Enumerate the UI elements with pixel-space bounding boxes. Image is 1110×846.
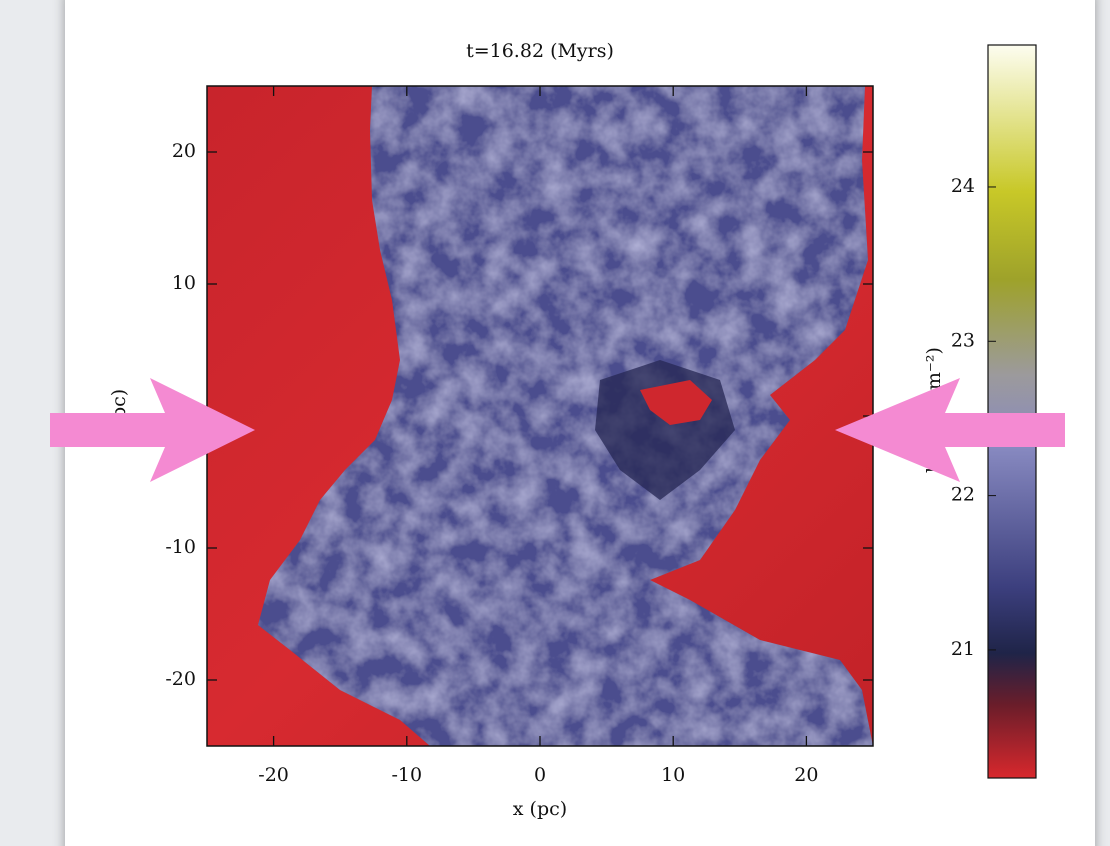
x-axis-label: x (pc) [513, 798, 567, 820]
y-tick-label: 20 [172, 140, 196, 162]
x-tick-label: -20 [258, 764, 289, 786]
plot-title: t=16.82 (Myrs) [466, 40, 614, 62]
left-arrow [50, 378, 255, 482]
right-arrow [835, 378, 1065, 482]
x-tick-label: 10 [661, 764, 685, 786]
x-tick-label: -10 [391, 764, 422, 786]
y-tick-label: -10 [165, 536, 196, 558]
y-tick-label: -20 [165, 668, 196, 690]
red-intrusion [640, 380, 712, 425]
x-tick-label: 20 [794, 764, 818, 786]
x-tick-label: 0 [534, 764, 546, 786]
colorbar-tick-label: 23 [951, 329, 975, 351]
y-tick-label: 10 [172, 272, 196, 294]
colorbar-tick-label: 21 [951, 638, 975, 660]
cloud-region [258, 86, 873, 746]
arrows [50, 378, 1065, 482]
colorbar-tick-label: 22 [951, 484, 975, 506]
density-map [207, 86, 873, 746]
colorbar [987, 44, 1037, 779]
colorbar-tick-label: 24 [951, 175, 975, 197]
